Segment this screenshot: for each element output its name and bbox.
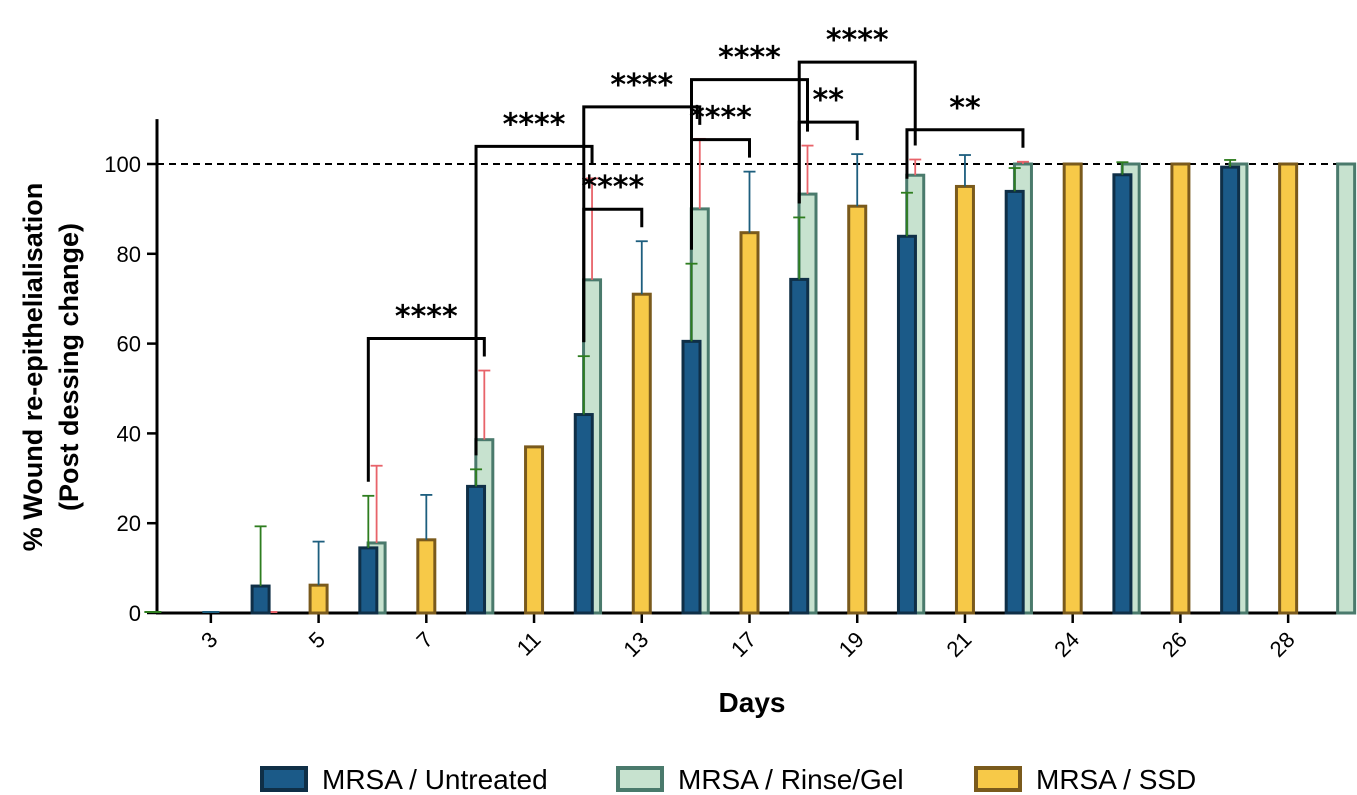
bar bbox=[1220, 165, 1241, 615]
significance-bracket bbox=[690, 78, 809, 250]
x-tick-label: 5 bbox=[304, 627, 330, 653]
legend-label: MRSA / Untreated bbox=[322, 764, 548, 795]
x-tick-label: 13 bbox=[618, 627, 653, 662]
bar bbox=[847, 204, 868, 615]
significance-label: **** bbox=[610, 68, 673, 103]
y-tick-label: 40 bbox=[117, 421, 141, 446]
significance-bracket bbox=[474, 144, 594, 456]
x-tick-label: 11 bbox=[512, 627, 546, 661]
x-axis-title: Days bbox=[719, 687, 786, 718]
y-tick-label: 20 bbox=[117, 511, 141, 536]
y-axis-title-line2: (Post dessing change) bbox=[54, 223, 84, 511]
significance-label: **** bbox=[581, 170, 644, 205]
legend-swatch bbox=[616, 766, 664, 792]
bar bbox=[308, 583, 329, 615]
x-tick-label: 28 bbox=[1265, 627, 1300, 662]
y-tick-label: 60 bbox=[117, 332, 141, 357]
significance-bracket bbox=[905, 128, 1025, 179]
x-tick-label: 3 bbox=[196, 627, 222, 653]
bar bbox=[416, 538, 437, 615]
x-tick-label: 21 bbox=[941, 627, 976, 662]
x-tick-label: 7 bbox=[412, 627, 438, 653]
legend-swatch bbox=[260, 766, 308, 792]
y-tick-label: 0 bbox=[129, 601, 141, 626]
bar bbox=[1004, 189, 1025, 615]
significance-label: ** bbox=[949, 91, 981, 126]
y-axis-title: % Wound re-epithelialisation (Post dessi… bbox=[18, 183, 84, 552]
bar bbox=[681, 339, 702, 615]
y-tick-label: 80 bbox=[117, 242, 141, 267]
bar bbox=[524, 445, 545, 615]
significance-label: **** bbox=[689, 101, 752, 136]
bar bbox=[1336, 162, 1357, 615]
bar bbox=[466, 484, 487, 615]
significance-label: **** bbox=[503, 107, 566, 142]
x-tick-label: 19 bbox=[834, 627, 869, 662]
significance-bracket bbox=[582, 105, 702, 343]
bar bbox=[573, 413, 594, 615]
bar bbox=[1278, 162, 1299, 615]
x-tick-label: 17 bbox=[726, 627, 761, 662]
significance-label: **** bbox=[718, 41, 781, 76]
y-axis-title-line1: % Wound re-epithelialisation bbox=[18, 183, 48, 552]
bar bbox=[250, 584, 271, 615]
bar bbox=[789, 277, 810, 615]
significance-label: **** bbox=[826, 23, 889, 58]
bar bbox=[1170, 162, 1191, 615]
legend-label: MRSA / SSD bbox=[1036, 764, 1196, 795]
x-tick-label: 24 bbox=[1049, 627, 1084, 662]
significance-bracket bbox=[366, 337, 486, 482]
bar bbox=[358, 546, 379, 615]
y-tick-label: 100 bbox=[104, 152, 141, 177]
bar bbox=[739, 231, 760, 615]
legend-label: MRSA / Rinse/Gel bbox=[678, 764, 904, 795]
bar bbox=[1062, 162, 1083, 615]
bar bbox=[954, 184, 975, 615]
significance-label: **** bbox=[395, 300, 458, 335]
significance-bracket bbox=[797, 60, 917, 204]
legend: MRSA / Untreated MRSA / Rinse/Gel MRSA / S… bbox=[260, 764, 1196, 795]
bar bbox=[1112, 173, 1133, 615]
bar bbox=[896, 234, 917, 615]
bar bbox=[631, 292, 652, 615]
x-tick-label: 26 bbox=[1157, 627, 1192, 662]
significance-label: ** bbox=[813, 83, 845, 118]
legend-swatch bbox=[974, 766, 1022, 792]
